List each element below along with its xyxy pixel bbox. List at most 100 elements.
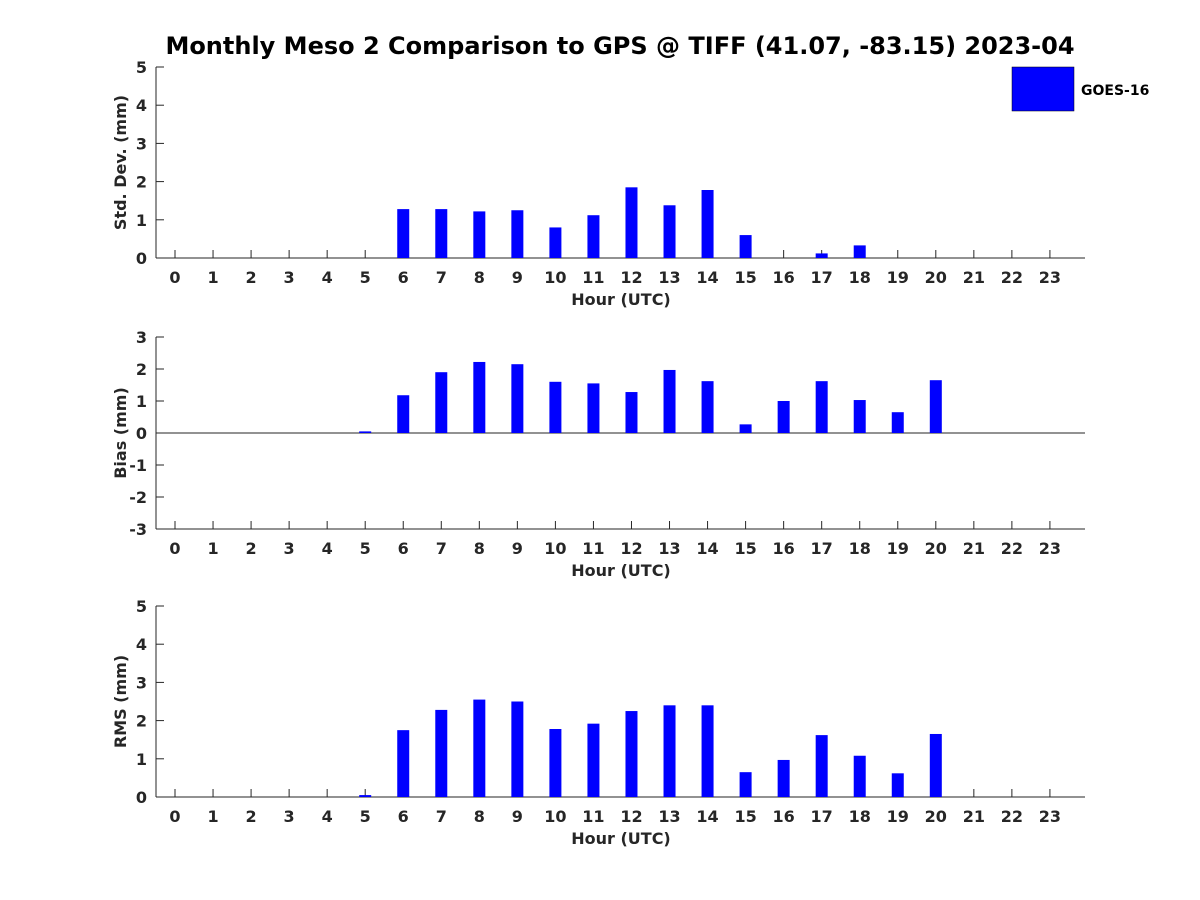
std-dev-x-tick-label: 22 xyxy=(1001,268,1023,287)
std-dev-x-tick-label: 2 xyxy=(246,268,257,287)
bias-y-tick-label: -3 xyxy=(129,520,147,539)
bias-x-tick-label: 12 xyxy=(620,539,642,558)
bias-x-tick-label: 8 xyxy=(474,539,485,558)
bias-y-tick-label: -2 xyxy=(129,488,147,507)
bias-bar-hour-14 xyxy=(701,381,714,433)
bias-x-tick-label: 19 xyxy=(887,539,909,558)
bias-bar-hour-17 xyxy=(815,381,828,433)
bias-bar-hour-7 xyxy=(435,372,448,433)
rms-x-tick-label: 10 xyxy=(544,807,566,826)
std-dev-x-axis-label: Hour (UTC) xyxy=(571,290,671,309)
bias-bar-hour-16 xyxy=(777,401,790,433)
bias-x-tick-label: 18 xyxy=(849,539,871,558)
std-dev-bar-hour-17 xyxy=(815,253,828,258)
std-dev-y-axis-label: Std. Dev. (mm) xyxy=(111,95,130,230)
bias-y-tick-label: -1 xyxy=(129,456,147,475)
rms-x-tick-label: 19 xyxy=(887,807,909,826)
bias-x-tick-label: 15 xyxy=(734,539,756,558)
rms-bar-hour-11 xyxy=(587,723,600,797)
rms-x-tick-label: 21 xyxy=(963,807,985,826)
rms-y-tick-label: 4 xyxy=(136,635,147,654)
bias-bar-hour-18 xyxy=(853,400,866,433)
chart-title: Monthly Meso 2 Comparison to GPS @ TIFF … xyxy=(165,32,1074,60)
std-dev-x-tick-label: 0 xyxy=(169,268,180,287)
std-dev-bar-hour-11 xyxy=(587,215,600,258)
rms-x-tick-label: 9 xyxy=(512,807,523,826)
std-dev-bar-hour-18 xyxy=(853,245,866,258)
bias-x-tick-label: 22 xyxy=(1001,539,1023,558)
rms-bar-hour-19 xyxy=(891,773,904,797)
bias-x-tick-label: 5 xyxy=(360,539,371,558)
rms-x-tick-label: 12 xyxy=(620,807,642,826)
bias-bar-hour-20 xyxy=(929,380,942,433)
std-dev-x-tick-label: 20 xyxy=(925,268,947,287)
rms-y-axis-label: RMS (mm) xyxy=(111,655,130,748)
std-dev-x-tick-label: 23 xyxy=(1039,268,1061,287)
rms-y-tick-label: 2 xyxy=(136,712,147,731)
bias-y-tick-label: 1 xyxy=(136,392,147,411)
bias-x-tick-label: 1 xyxy=(207,539,218,558)
rms-x-tick-label: 16 xyxy=(773,807,795,826)
std-dev-x-tick-label: 6 xyxy=(398,268,409,287)
rms-bar-hour-16 xyxy=(777,759,790,797)
rms-bar-hour-14 xyxy=(701,705,714,797)
std-dev-x-tick-label: 18 xyxy=(849,268,871,287)
std-dev-x-tick-label: 4 xyxy=(322,268,333,287)
std-dev-y-tick-label: 3 xyxy=(136,134,147,153)
std-dev-bar-hour-13 xyxy=(663,205,676,258)
rms-x-tick-label: 7 xyxy=(436,807,447,826)
legend-label: GOES-16 xyxy=(1081,83,1149,99)
rms-x-tick-label: 1 xyxy=(207,807,218,826)
bias-bar-hour-6 xyxy=(397,395,410,433)
rms-y-tick-label: 3 xyxy=(136,673,147,692)
bias-x-tick-label: 10 xyxy=(544,539,566,558)
std-dev-x-tick-label: 1 xyxy=(207,268,218,287)
rms-y-tick-label: 5 xyxy=(136,597,147,616)
std-dev-x-tick-label: 17 xyxy=(811,268,833,287)
bias-x-tick-label: 23 xyxy=(1039,539,1061,558)
std-dev-y-tick-label: 1 xyxy=(136,211,147,230)
std-dev-y-tick-label: 5 xyxy=(136,58,147,77)
bias-y-tick-label: 0 xyxy=(136,424,147,443)
rms-x-tick-label: 0 xyxy=(169,807,180,826)
std-dev-bar-hour-6 xyxy=(397,209,410,258)
std-dev-x-tick-label: 16 xyxy=(773,268,795,287)
std-dev-y-tick-label: 0 xyxy=(136,249,147,268)
bias-x-tick-label: 20 xyxy=(925,539,947,558)
bias-x-tick-label: 4 xyxy=(322,539,333,558)
std-dev-bar-hour-10 xyxy=(549,227,562,258)
rms-x-axis-label: Hour (UTC) xyxy=(571,829,671,848)
std-dev-bar-hour-7 xyxy=(435,209,448,258)
rms-x-tick-label: 23 xyxy=(1039,807,1061,826)
bias-bar-hour-9 xyxy=(511,364,524,433)
std-dev-x-tick-label: 21 xyxy=(963,268,985,287)
rms-x-tick-label: 20 xyxy=(925,807,947,826)
bias-x-tick-label: 16 xyxy=(773,539,795,558)
bias-bar-hour-13 xyxy=(663,369,676,433)
std-dev-x-tick-label: 7 xyxy=(436,268,447,287)
rms-bar-hour-10 xyxy=(549,729,562,797)
std-dev-bar-hour-12 xyxy=(625,187,638,258)
bias-x-axis-label: Hour (UTC) xyxy=(571,561,671,580)
std-dev-bar-hour-9 xyxy=(511,210,524,258)
bias-bar-hour-12 xyxy=(625,392,638,433)
rms-x-tick-label: 6 xyxy=(398,807,409,826)
bias-y-tick-label: 3 xyxy=(136,328,147,347)
rms-x-tick-label: 22 xyxy=(1001,807,1023,826)
bias-x-tick-label: 9 xyxy=(512,539,523,558)
std-dev-bar-hour-8 xyxy=(473,211,486,258)
std-dev-x-tick-label: 8 xyxy=(474,268,485,287)
rms-x-tick-label: 5 xyxy=(360,807,371,826)
std-dev-x-tick-label: 3 xyxy=(284,268,295,287)
bias-x-tick-label: 0 xyxy=(169,539,180,558)
rms-bar-hour-5 xyxy=(359,795,372,797)
bias-bar-hour-15 xyxy=(739,424,752,433)
legend-swatch xyxy=(1011,66,1075,112)
bias-bar-hour-5 xyxy=(359,431,372,433)
std-dev-y-tick-label: 4 xyxy=(136,96,147,115)
rms-bar-hour-15 xyxy=(739,772,752,797)
bias-x-tick-label: 21 xyxy=(963,539,985,558)
